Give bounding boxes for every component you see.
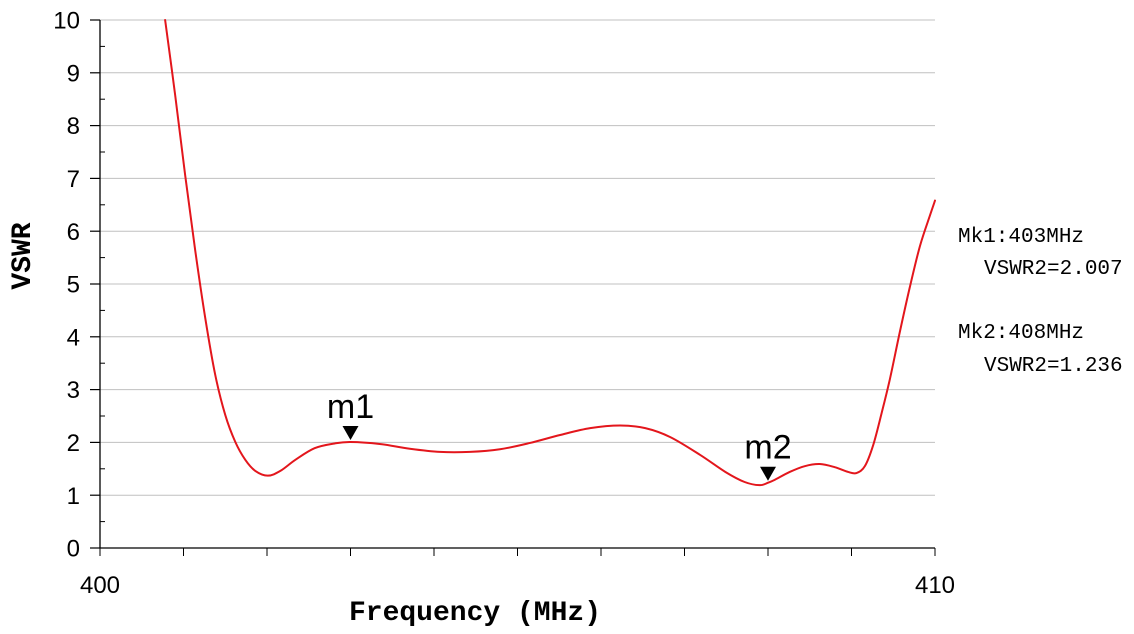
y-tick-label-9: 9 bbox=[67, 60, 80, 87]
y-tick-label-6: 6 bbox=[67, 219, 80, 246]
y-tick-label-2: 2 bbox=[67, 430, 80, 457]
y-tick-label-0: 0 bbox=[67, 536, 80, 563]
marker-readout-mk2-vswr: VSWR2=1.236 bbox=[984, 355, 1123, 378]
grid-layer bbox=[100, 19, 935, 496]
y-tick-label-3: 3 bbox=[67, 377, 80, 404]
y-tick-label-7: 7 bbox=[67, 166, 80, 193]
marker-readout-mk2-frequency: Mk2:408MHz bbox=[958, 322, 1084, 345]
vswr-curve bbox=[164, 19, 936, 487]
axis-layer: 0 1 2 3 4 5 6 7 8 9 10 400 410 bbox=[53, 8, 955, 599]
y-axis-title: VSWR bbox=[8, 222, 39, 289]
marker-m2-label: m2 bbox=[744, 429, 791, 467]
y-tick-label-8: 8 bbox=[67, 113, 80, 140]
marker-readout-mk1-frequency: Mk1:403MHz bbox=[958, 226, 1084, 249]
marker-readout-mk1: Mk1:403MHz VSWR2=2.007 bbox=[958, 226, 1123, 281]
series-layer bbox=[164, 19, 936, 487]
y-tick-label-10: 10 bbox=[53, 8, 80, 35]
y-tick-label-5: 5 bbox=[67, 272, 80, 299]
marker-layer: m1 m2 bbox=[327, 388, 792, 481]
marker-readout-mk1-vswr: VSWR2=2.007 bbox=[984, 258, 1123, 281]
x-axis-title: Frequency (MHz) bbox=[349, 598, 601, 629]
marker-readout-mk2: Mk2:408MHz VSWR2=1.236 bbox=[958, 322, 1123, 378]
x-tick-label-400: 400 bbox=[80, 572, 120, 599]
x-tick-label-410: 410 bbox=[915, 572, 955, 599]
marker-m2-triangle bbox=[760, 466, 776, 481]
y-tick-label-1: 1 bbox=[67, 483, 80, 510]
y-tick-label-4: 4 bbox=[67, 324, 80, 351]
marker-m1-triangle bbox=[342, 426, 359, 441]
marker-m1-label: m1 bbox=[327, 388, 374, 426]
